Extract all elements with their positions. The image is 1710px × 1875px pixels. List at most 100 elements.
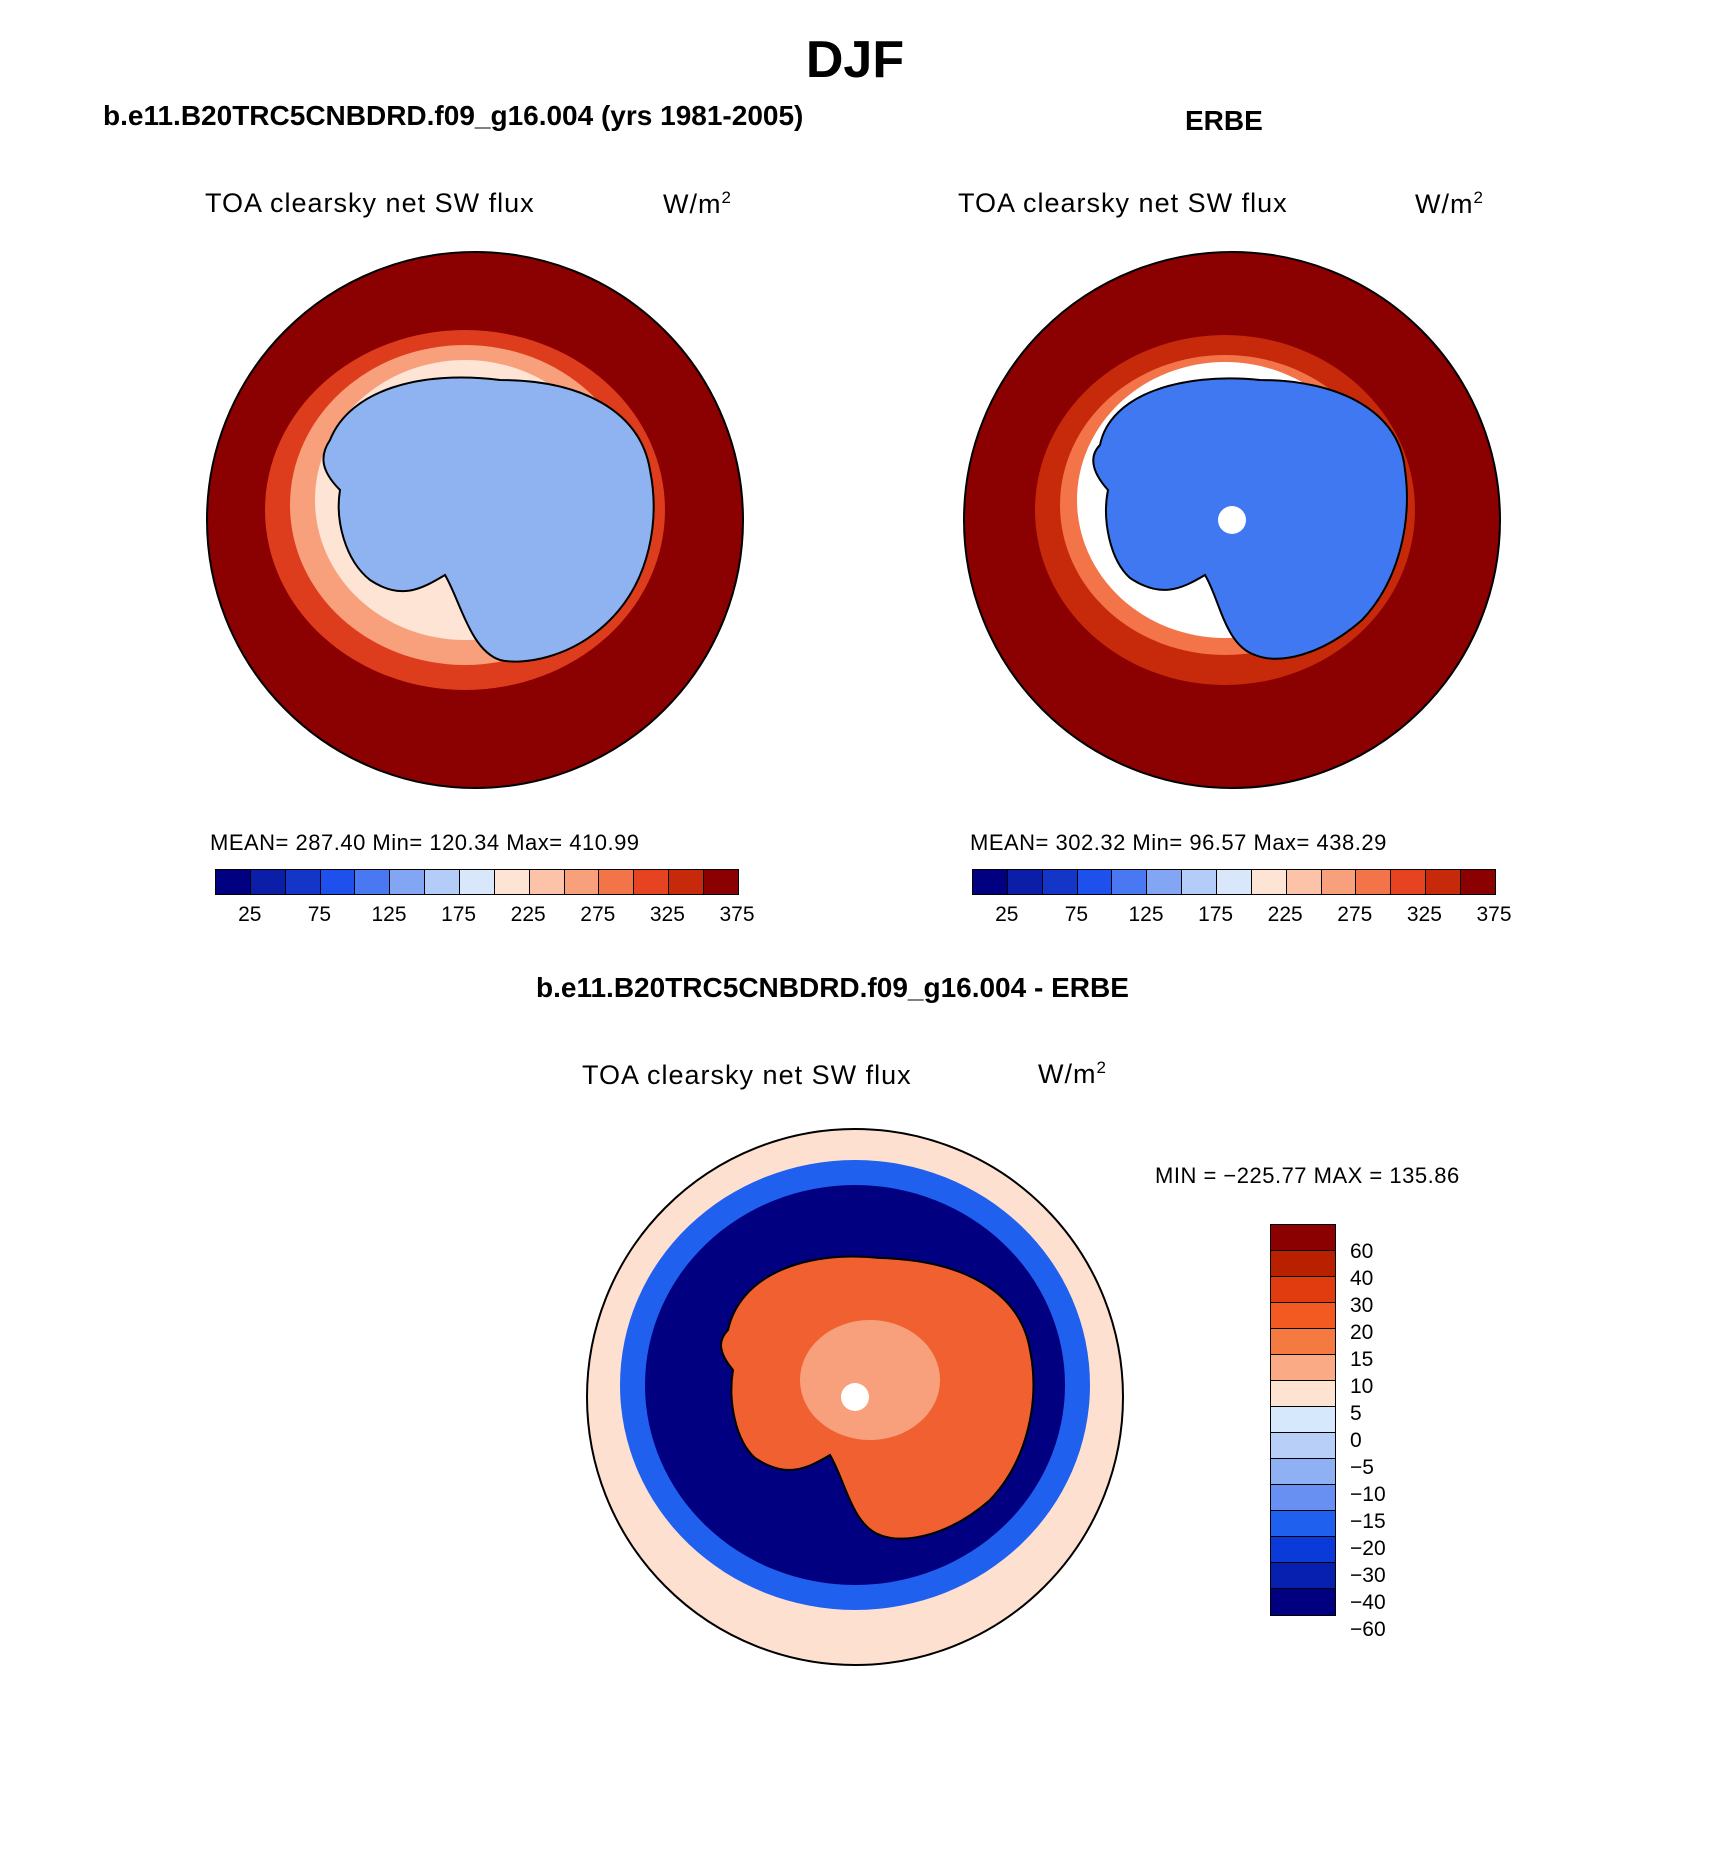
hbar-model-swatch-0 [216, 870, 251, 894]
hticks-model-label: 125 [371, 903, 407, 926]
model-map-group [206, 251, 744, 789]
hbar-model-swatch-12 [634, 870, 670, 894]
diff-colorbar-tick-label: 0 [1350, 1429, 1362, 1452]
diff-variable-label: TOA clearsky net SW flux [582, 1060, 912, 1090]
model-units-label: W/m2 [663, 188, 732, 219]
diff-colorbar-tick-label: 15 [1350, 1348, 1374, 1371]
hbar-model-swatch-5 [390, 870, 426, 894]
hbar-model-swatch-4 [355, 870, 391, 894]
diff-colorbar-swatch-0 [1271, 1225, 1335, 1251]
diff-colorbar-tick-label: 20 [1350, 1321, 1374, 1344]
diff-colorbar-tick-label: −40 [1350, 1591, 1386, 1614]
hbar-obs-swatch-8 [1251, 870, 1287, 894]
model-stats: MEAN= 287.40 Min= 120.34 Max= 410.99 [210, 830, 640, 855]
diff-colorbar-swatch-6 [1271, 1381, 1335, 1407]
diff-colorbar-tick-label: −20 [1350, 1537, 1386, 1560]
diff-panel-title: b.e11.B20TRC5CNBDRD.f09_g16.004 - ERBE [536, 972, 1129, 1003]
diff-colorbar-swatch-5 [1271, 1355, 1335, 1381]
diff-colorbar-tick-label: −60 [1350, 1618, 1386, 1641]
hticks-obs-label: 225 [1267, 903, 1303, 926]
hticks-model-label: 225 [510, 903, 546, 926]
hbar-model-swatch-9 [529, 870, 565, 894]
hbar-obs-swatch-6 [1182, 870, 1218, 894]
diff-colorbar-swatch-13 [1271, 1563, 1335, 1589]
obs-antarctica [1092, 377, 1408, 660]
hbar-obs-swatch-7 [1217, 870, 1252, 894]
obs-colorbar [972, 869, 1496, 895]
hticks-obs-label: 25 [995, 903, 1019, 926]
diff-colorbar-swatch-9 [1271, 1459, 1335, 1485]
obs-units-label: W/m2 [1415, 188, 1484, 219]
hticks-model-label: 75 [307, 903, 332, 926]
obs-map-group [963, 251, 1501, 789]
hbar-obs-swatch-14 [1461, 870, 1495, 894]
diff-colorbar-swatch-2 [1271, 1277, 1335, 1303]
diff-colorbar-swatch-12 [1271, 1537, 1335, 1563]
hbar-obs-swatch-13 [1426, 870, 1462, 894]
diff-colorbar-tick-label: −5 [1350, 1456, 1374, 1479]
hticks-model-label: 275 [580, 903, 616, 926]
diff-colorbar-swatch-10 [1271, 1485, 1335, 1511]
diff-colorbar-tick-label: −30 [1350, 1564, 1386, 1587]
diff-colorbar-tick-label: 5 [1350, 1402, 1362, 1425]
model-colorbar [215, 869, 739, 895]
hticks-model-label: 375 [719, 903, 755, 926]
diff-colorbar [1270, 1224, 1336, 1616]
hbar-obs-swatch-9 [1286, 870, 1322, 894]
hbar-model-swatch-2 [285, 870, 321, 894]
diff-colorbar-tick-label: 40 [1350, 1267, 1374, 1290]
obs-variable-label: TOA clearsky net SW flux [958, 188, 1288, 218]
hbar-obs-swatch-4 [1112, 870, 1148, 894]
hbar-model-swatch-8 [494, 870, 530, 894]
hticks-obs-label: 375 [1476, 903, 1512, 926]
diff-colorbar-tick-label: 10 [1350, 1375, 1374, 1398]
hbar-obs-swatch-11 [1356, 870, 1392, 894]
diff-colorbar-swatch-1 [1271, 1251, 1335, 1277]
hbar-obs-swatch-1 [1007, 870, 1043, 894]
obs-map-border [963, 251, 1501, 789]
diff-map-group [586, 1128, 1124, 1666]
obs-stats: MEAN= 302.32 Min= 96.57 Max= 438.29 [970, 830, 1387, 855]
figure-title: DJF [805, 31, 905, 89]
diff-colorbar-swatch-14 [1271, 1589, 1335, 1615]
diff-colorbar-swatch-4 [1271, 1329, 1335, 1355]
hticks-model-label: 175 [441, 903, 477, 926]
hbar-model-swatch-14 [704, 870, 738, 894]
diff-stats: MIN = −225.77 MAX = 135.86 [1155, 1163, 1460, 1188]
hbar-obs-swatch-12 [1391, 870, 1427, 894]
hticks-obs-label: 325 [1406, 903, 1442, 926]
hbar-model-swatch-10 [564, 870, 600, 894]
hbar-obs-swatch-3 [1077, 870, 1113, 894]
model-panel-title: b.e11.B20TRC5CNBDRD.f09_g16.004 (yrs 198… [103, 100, 804, 131]
hbar-model-swatch-13 [669, 870, 705, 894]
model-variable-label: TOA clearsky net SW flux [205, 188, 535, 218]
hticks-obs-label: 125 [1128, 903, 1164, 926]
hticks-obs-label: 175 [1198, 903, 1234, 926]
obs-pole-hole [1218, 506, 1246, 534]
hbar-model-swatch-7 [460, 870, 495, 894]
hticks-obs-label: 75 [1064, 903, 1089, 926]
diff-colorbar-swatch-3 [1271, 1303, 1335, 1329]
hbar-model-swatch-11 [599, 870, 635, 894]
diff-colorbar-tick-label: 60 [1350, 1240, 1374, 1263]
diff-colorbar-tick-label: 30 [1350, 1294, 1374, 1317]
model-antarctica [322, 376, 655, 663]
diff-colorbar-swatch-7 [1271, 1407, 1335, 1433]
diff-colorbar-tick-label: −10 [1350, 1483, 1386, 1506]
hbar-obs-swatch-2 [1042, 870, 1078, 894]
hbar-model-swatch-6 [425, 870, 461, 894]
diff-map-border [586, 1128, 1124, 1666]
diff-units-label: W/m2 [1038, 1058, 1107, 1089]
hticks-model-label: 325 [649, 903, 685, 926]
model-map-border [206, 251, 744, 789]
hbar-model-swatch-3 [320, 870, 356, 894]
hbar-model-swatch-1 [250, 870, 286, 894]
hbar-obs-swatch-10 [1321, 870, 1357, 894]
hticks-obs-label: 275 [1337, 903, 1373, 926]
obs-panel-title: ERBE [1185, 105, 1263, 136]
diff-colorbar-swatch-8 [1271, 1433, 1335, 1459]
diff-colorbar-swatch-11 [1271, 1511, 1335, 1537]
